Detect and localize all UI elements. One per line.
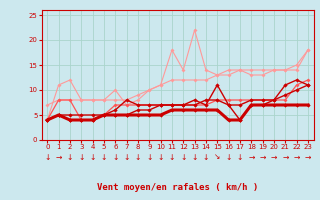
Text: ↓: ↓ [101,153,107,162]
Text: ↓: ↓ [157,153,164,162]
Text: →: → [248,153,254,162]
Text: ↓: ↓ [135,153,141,162]
Text: ↓: ↓ [67,153,73,162]
Text: →: → [55,153,62,162]
Text: ↓: ↓ [237,153,243,162]
Text: ↓: ↓ [180,153,187,162]
Text: ↓: ↓ [112,153,118,162]
Text: Vent moyen/en rafales ( km/h ): Vent moyen/en rafales ( km/h ) [97,183,258,192]
Text: ↓: ↓ [203,153,209,162]
Text: →: → [282,153,288,162]
Text: ↘: ↘ [214,153,220,162]
Text: ↓: ↓ [191,153,198,162]
Text: ↓: ↓ [169,153,175,162]
Text: ↓: ↓ [78,153,84,162]
Text: →: → [271,153,277,162]
Text: ↓: ↓ [225,153,232,162]
Text: ↓: ↓ [89,153,96,162]
Text: →: → [293,153,300,162]
Text: ↓: ↓ [44,153,51,162]
Text: ↓: ↓ [146,153,152,162]
Text: →: → [305,153,311,162]
Text: →: → [260,153,266,162]
Text: ↓: ↓ [124,153,130,162]
